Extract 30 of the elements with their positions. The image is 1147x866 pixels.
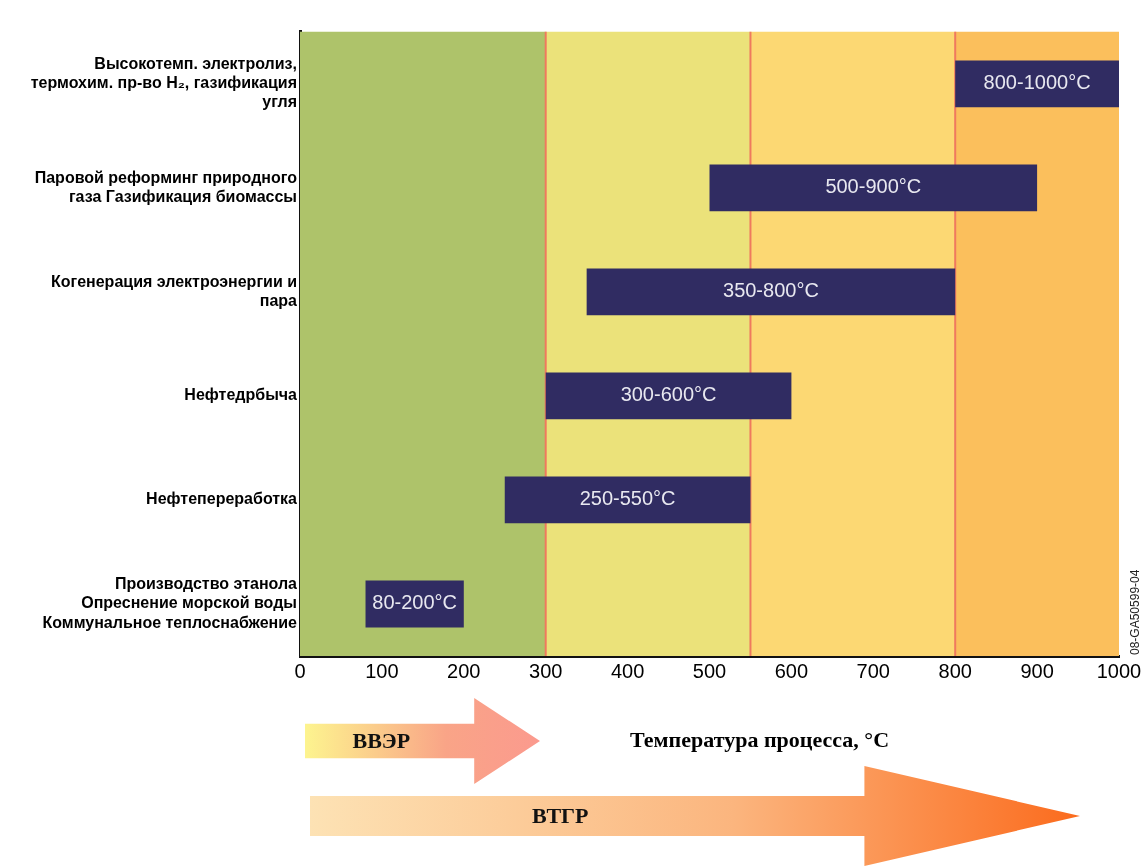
x-tick-label: 500 bbox=[692, 659, 727, 682]
y-tick-label: Высокотемп. электролиз, термохим. пр-во H₂, газификация угля bbox=[30, 55, 297, 111]
bar bbox=[955, 60, 1119, 108]
x-axis-title: Температура процесса, °C bbox=[629, 726, 890, 752]
x-tick-label: 300 bbox=[529, 659, 563, 682]
text: 08-GA50599-04 bbox=[1128, 569, 1142, 655]
x-tick-label: 400 bbox=[610, 659, 645, 682]
bar bbox=[504, 476, 751, 524]
y-tick-label: Нефтедрбыча bbox=[184, 386, 298, 404]
data-label: 350-800°C bbox=[723, 279, 819, 302]
data-label: 80-200°C bbox=[372, 591, 458, 614]
data-label: 500-900°C bbox=[825, 175, 922, 198]
data-label: 800-1000°C bbox=[983, 71, 1091, 94]
x-tick-label: 700 bbox=[856, 659, 890, 682]
data-label: 300-600°C bbox=[620, 383, 717, 406]
x-tick-label: 900 bbox=[1020, 659, 1054, 682]
x-tick-label: 800 bbox=[938, 659, 972, 682]
x-tick-label: 0 bbox=[294, 659, 306, 682]
x-tick-label: 200 bbox=[447, 659, 481, 682]
x-tick-label: 600 bbox=[774, 659, 809, 682]
y-tick-label: Нефтепереработка bbox=[146, 490, 298, 508]
x-tick-label: 1000 bbox=[1096, 659, 1142, 682]
bar bbox=[586, 268, 956, 316]
y-tick-label: Производство этанола Опреснение морской воды Коммунальное теплоснабжение bbox=[42, 575, 298, 631]
x-tick-label: 100 bbox=[365, 659, 399, 682]
y-tick-label: Когенерация электроэнергии и пара bbox=[50, 272, 298, 309]
bar bbox=[545, 372, 792, 420]
bar bbox=[709, 164, 1038, 212]
data-label: 250-550°C bbox=[579, 487, 676, 510]
y-tick-label: Паровой реформинг природного газа Газификация биомассы bbox=[34, 168, 298, 205]
